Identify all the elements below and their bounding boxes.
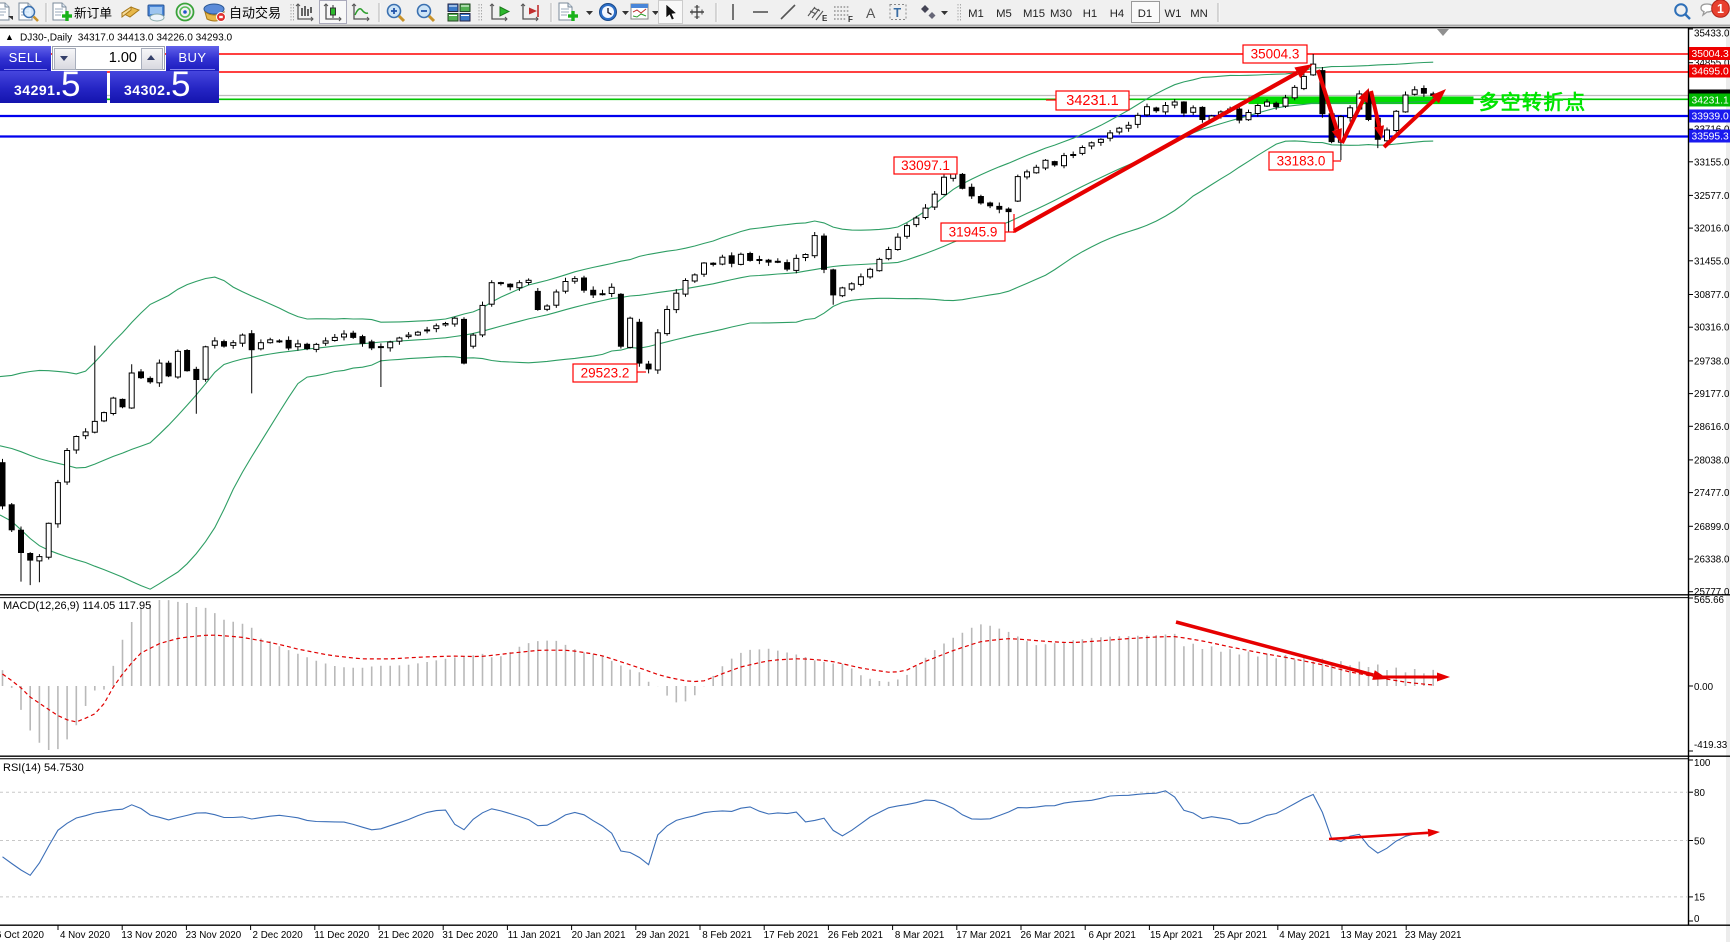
svg-text:25777.0: 25777.0 <box>1694 587 1730 598</box>
svg-text:26 Mar 2021: 26 Mar 2021 <box>1020 930 1075 941</box>
svg-text:0: 0 <box>1694 914 1700 925</box>
svg-text:28038.0: 28038.0 <box>1694 455 1730 466</box>
svg-text:17 Mar 2021: 17 Mar 2021 <box>956 930 1011 941</box>
svg-text:6 Apr 2021: 6 Apr 2021 <box>1088 930 1135 941</box>
svg-text:13 Nov 2020: 13 Nov 2020 <box>121 930 177 941</box>
svg-text:M30: M30 <box>1050 8 1072 20</box>
svg-text:30877.0: 30877.0 <box>1694 290 1730 301</box>
svg-text:4 May 2021: 4 May 2021 <box>1279 930 1330 941</box>
svg-text:15: 15 <box>1694 893 1705 904</box>
svg-text:29738.0: 29738.0 <box>1694 356 1730 367</box>
svg-text:33097.1: 33097.1 <box>901 158 950 173</box>
svg-text:27477.0: 27477.0 <box>1694 488 1730 499</box>
svg-text:33183.0: 33183.0 <box>1277 154 1326 169</box>
svg-text:DJ30-,Daily 34317.0 34413.0 3: DJ30-,Daily 34317.0 34413.0 34226.0 3429… <box>20 33 233 44</box>
svg-text:31 Dec 2020: 31 Dec 2020 <box>442 930 498 941</box>
svg-text:31945.9: 31945.9 <box>949 225 998 240</box>
svg-text:50: 50 <box>1694 836 1705 847</box>
svg-text:1: 1 <box>1717 2 1724 16</box>
svg-text:26338.0: 26338.0 <box>1694 555 1730 566</box>
svg-text:M15: M15 <box>1023 8 1045 20</box>
svg-text:32577.0: 32577.0 <box>1694 191 1730 202</box>
svg-text:8 Feb 2021: 8 Feb 2021 <box>702 930 752 941</box>
svg-text:25 Apr 2021: 25 Apr 2021 <box>1214 930 1267 941</box>
svg-text:H4: H4 <box>1110 8 1124 20</box>
svg-text:20 Jan 2021: 20 Jan 2021 <box>572 930 626 941</box>
svg-text:26899.0: 26899.0 <box>1694 522 1730 533</box>
svg-text:4 Nov 2020: 4 Nov 2020 <box>60 930 111 941</box>
svg-text:6 Oct 2020: 6 Oct 2020 <box>0 930 44 941</box>
svg-text:29177.0: 29177.0 <box>1694 389 1730 400</box>
svg-text:H1: H1 <box>1083 8 1097 20</box>
svg-text:-419.33: -419.33 <box>1694 740 1728 751</box>
svg-text:23 May 2021: 23 May 2021 <box>1405 930 1462 941</box>
svg-text:35004.3: 35004.3 <box>1251 47 1300 62</box>
svg-text:13 May 2021: 13 May 2021 <box>1341 930 1398 941</box>
svg-text:33155.0: 33155.0 <box>1694 157 1730 168</box>
svg-text:F: F <box>848 15 853 24</box>
svg-text:34695.0: 34695.0 <box>1692 67 1729 78</box>
svg-text:D1: D1 <box>1138 8 1152 20</box>
svg-text:23 Nov 2020: 23 Nov 2020 <box>186 930 242 941</box>
svg-text:E: E <box>822 14 828 23</box>
svg-text:565.66: 565.66 <box>1694 595 1725 606</box>
svg-text:34855.0: 34855.0 <box>1694 58 1730 69</box>
svg-text:A: A <box>866 5 876 21</box>
svg-text:11 Dec 2020: 11 Dec 2020 <box>314 930 369 941</box>
svg-text:8 Mar 2021: 8 Mar 2021 <box>895 930 945 941</box>
svg-text:11 Jan 2021: 11 Jan 2021 <box>508 930 561 941</box>
svg-text:MN: MN <box>1190 8 1208 20</box>
svg-text:33939.0: 33939.0 <box>1692 112 1729 123</box>
svg-text:34231.1: 34231.1 <box>1066 93 1118 109</box>
svg-text:RSI(14) 54.7530: RSI(14) 54.7530 <box>3 762 84 774</box>
svg-text:2 Dec 2020: 2 Dec 2020 <box>253 930 304 941</box>
svg-text:35433.0: 35433.0 <box>1694 29 1730 40</box>
svg-text:26 Feb 2021: 26 Feb 2021 <box>828 930 883 941</box>
svg-text:80: 80 <box>1694 788 1705 799</box>
svg-text:29523.2: 29523.2 <box>581 366 630 381</box>
svg-text:35004.3: 35004.3 <box>1692 49 1729 60</box>
svg-text:自动交易: 自动交易 <box>229 6 281 21</box>
svg-text:17 Feb 2021: 17 Feb 2021 <box>764 930 819 941</box>
svg-text:28616.0: 28616.0 <box>1694 422 1730 433</box>
svg-text:29 Jan 2021: 29 Jan 2021 <box>636 930 690 941</box>
svg-text:34231.1: 34231.1 <box>1692 96 1729 107</box>
svg-text:31455.0: 31455.0 <box>1694 256 1730 267</box>
svg-text:M1: M1 <box>968 8 984 20</box>
svg-text:15 Apr 2021: 15 Apr 2021 <box>1150 930 1203 941</box>
svg-text:T: T <box>894 6 902 20</box>
svg-text:100: 100 <box>1694 758 1711 769</box>
svg-text:30316.0: 30316.0 <box>1694 323 1730 334</box>
svg-text:新订单: 新订单 <box>74 6 112 21</box>
svg-text:多空转折点: 多空转折点 <box>1479 90 1587 114</box>
svg-text:M5: M5 <box>996 8 1012 20</box>
svg-text:21 Dec 2020: 21 Dec 2020 <box>378 930 434 941</box>
svg-text:33595.3: 33595.3 <box>1692 132 1729 143</box>
svg-text:32016.0: 32016.0 <box>1694 224 1730 235</box>
svg-text:MACD(12,26,9) 114.05 117.95: MACD(12,26,9) 114.05 117.95 <box>3 600 151 612</box>
svg-text:W1: W1 <box>1165 8 1182 20</box>
svg-text:0.00: 0.00 <box>1694 682 1714 693</box>
svg-text:▲: ▲ <box>5 32 14 42</box>
